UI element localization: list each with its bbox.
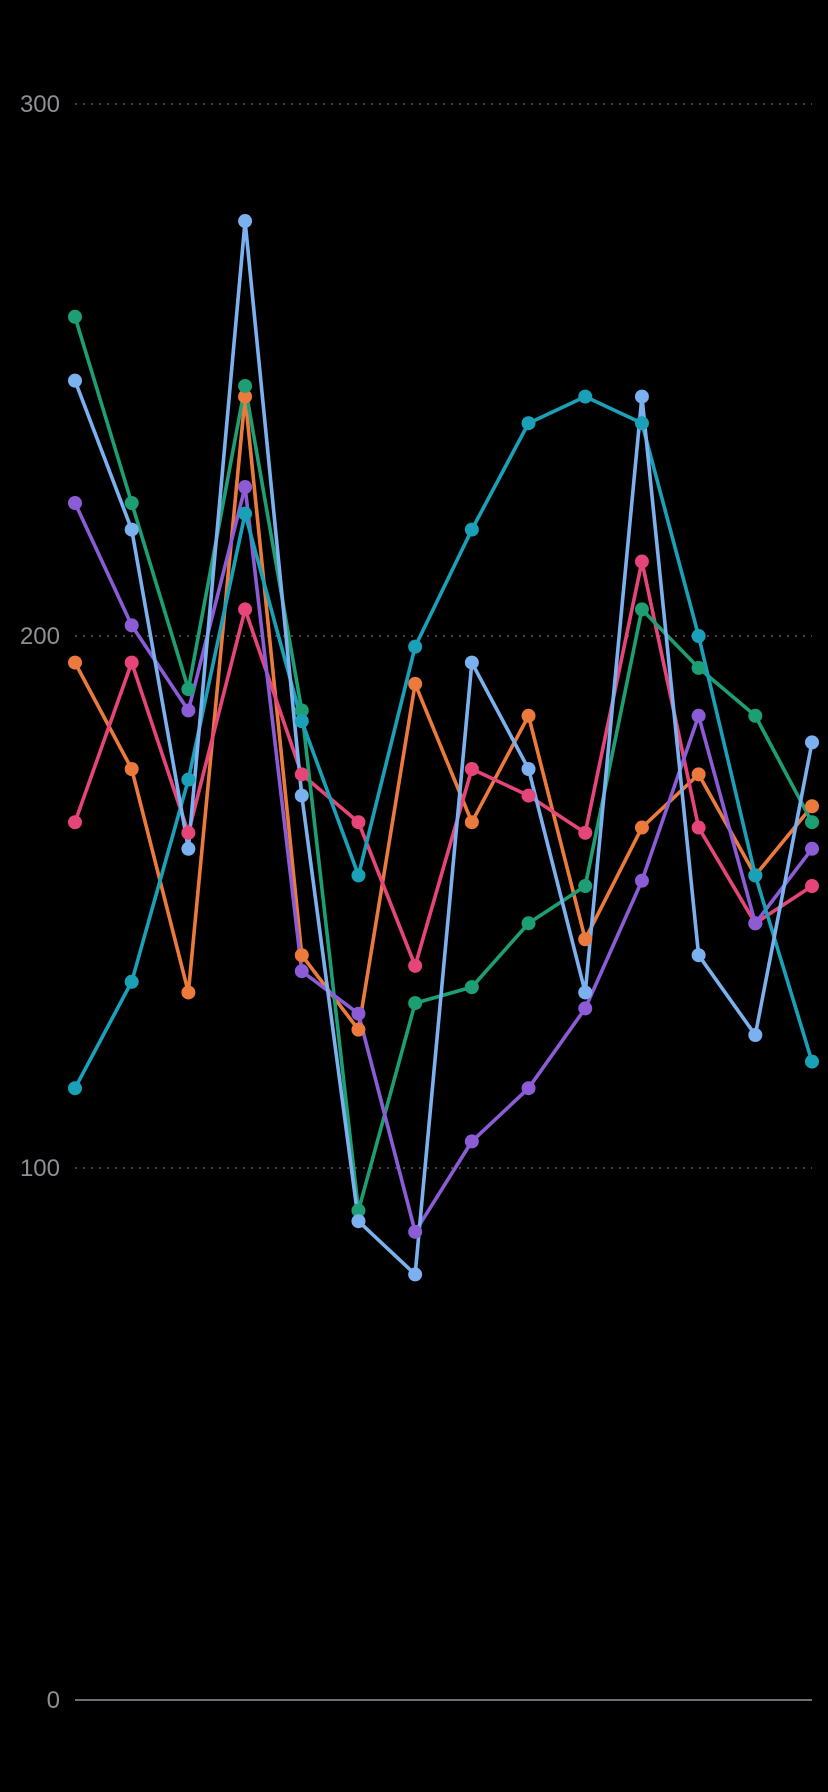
data-point[interactable]	[691, 629, 706, 643]
series-line-2	[73, 559, 814, 968]
data-point[interactable]	[124, 496, 139, 510]
data-point[interactable]	[181, 772, 196, 787]
data-point[interactable]	[634, 389, 649, 404]
data-point[interactable]	[408, 1224, 423, 1239]
data-point[interactable]	[521, 916, 536, 931]
y-axis: 0 100 200 300	[20, 91, 60, 1714]
data-point[interactable]	[578, 825, 593, 840]
y-tick-label: 200	[20, 623, 60, 650]
data-point[interactable]	[238, 480, 253, 495]
data-point[interactable]	[124, 974, 139, 989]
data-point[interactable]	[464, 1134, 479, 1149]
data-point[interactable]	[634, 416, 649, 431]
data-point[interactable]	[578, 932, 593, 947]
data-point[interactable]	[238, 602, 253, 617]
data-point[interactable]	[748, 708, 763, 723]
data-point[interactable]	[748, 1028, 763, 1042]
data-point[interactable]	[181, 825, 196, 840]
data-point[interactable]	[805, 799, 819, 814]
data-point[interactable]	[521, 788, 536, 803]
data-point[interactable]	[691, 820, 706, 835]
series-line-6	[73, 219, 814, 1277]
data-point[interactable]	[351, 1203, 366, 1218]
data-point[interactable]	[805, 841, 819, 856]
data-point[interactable]	[68, 815, 82, 830]
data-point[interactable]	[238, 214, 253, 229]
data-point[interactable]	[294, 948, 309, 963]
data-point[interactable]	[634, 554, 649, 569]
data-point[interactable]	[124, 522, 139, 537]
y-tick-label: 100	[20, 1155, 60, 1182]
data-point[interactable]	[408, 996, 423, 1011]
data-point[interactable]	[181, 682, 196, 697]
data-point[interactable]	[691, 767, 706, 782]
data-point[interactable]	[238, 506, 253, 521]
data-point[interactable]	[408, 1267, 423, 1282]
data-point[interactable]	[351, 868, 366, 883]
data-point[interactable]	[68, 373, 82, 388]
data-point[interactable]	[124, 762, 139, 776]
data-point[interactable]	[805, 1054, 819, 1069]
data-point[interactable]	[181, 703, 196, 718]
data-point[interactable]	[634, 602, 649, 617]
data-point[interactable]	[464, 815, 479, 830]
data-point[interactable]	[748, 916, 763, 931]
data-point[interactable]	[408, 639, 423, 654]
data-point[interactable]	[691, 660, 706, 675]
y-tick-label: 300	[20, 91, 60, 118]
data-point[interactable]	[691, 948, 706, 963]
data-point[interactable]	[464, 522, 479, 537]
data-point[interactable]	[124, 618, 139, 633]
data-point[interactable]	[578, 985, 593, 1000]
series-line-4	[73, 485, 814, 1234]
data-point[interactable]	[181, 841, 196, 856]
data-point[interactable]	[578, 1001, 593, 1016]
data-point[interactable]	[464, 980, 479, 995]
data-point[interactable]	[521, 416, 536, 431]
data-point[interactable]	[634, 873, 649, 888]
data-point[interactable]	[521, 1081, 536, 1096]
data-point[interactable]	[351, 815, 366, 830]
data-point[interactable]	[68, 655, 82, 670]
data-point[interactable]	[521, 762, 536, 776]
data-point[interactable]	[294, 767, 309, 782]
data-point[interactable]	[805, 879, 819, 894]
data-point[interactable]	[294, 714, 309, 729]
data-point[interactable]	[408, 676, 423, 691]
data-point[interactable]	[351, 1006, 366, 1021]
data-point[interactable]	[748, 868, 763, 883]
data-point[interactable]	[238, 389, 253, 404]
data-point[interactable]	[68, 1081, 82, 1096]
data-point[interactable]	[351, 1022, 366, 1037]
data-point[interactable]	[351, 1214, 366, 1229]
data-point[interactable]	[805, 815, 819, 830]
y-tick-label: 0	[47, 1687, 60, 1714]
data-point[interactable]	[408, 958, 423, 973]
data-point[interactable]	[294, 703, 309, 718]
data-point[interactable]	[578, 879, 593, 894]
data-point[interactable]	[181, 985, 196, 1000]
data-point[interactable]	[294, 788, 309, 803]
data-point[interactable]	[68, 496, 82, 510]
data-point[interactable]	[464, 655, 479, 670]
data-point[interactable]	[294, 964, 309, 979]
data-point[interactable]	[634, 820, 649, 835]
series-line-3	[73, 314, 814, 1213]
data-point[interactable]	[238, 378, 253, 393]
data-point[interactable]	[124, 655, 139, 670]
data-point[interactable]	[691, 708, 706, 723]
data-point[interactable]	[805, 735, 819, 750]
data-point[interactable]	[68, 309, 82, 324]
data-point[interactable]	[521, 708, 536, 723]
data-point[interactable]	[464, 762, 479, 776]
series-points	[68, 214, 819, 1282]
gridlines	[75, 103, 812, 1701]
series-lines	[73, 219, 814, 1277]
data-point[interactable]	[578, 389, 593, 404]
